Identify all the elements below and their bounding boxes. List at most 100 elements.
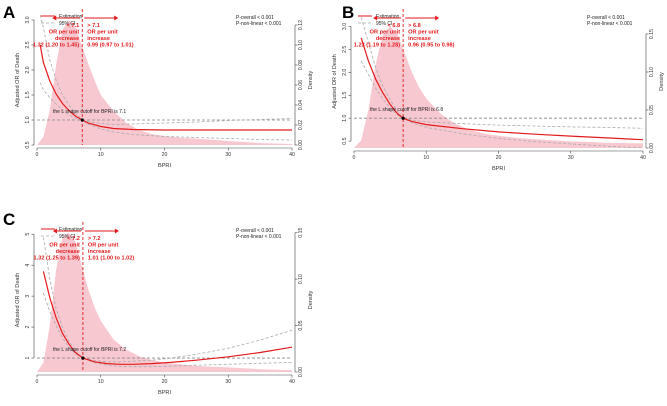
y-tick-label: 1.5 bbox=[342, 92, 348, 99]
left-or-text: 1.23 (1.19 to 1.28) bbox=[354, 43, 400, 49]
y2-tick-label: 0.06 bbox=[298, 80, 304, 90]
left-arrow-label: < 7.2 bbox=[67, 236, 80, 242]
y-tick-label: 5 bbox=[25, 233, 31, 236]
left-arrow-label: < 7.1 bbox=[67, 23, 80, 29]
legend-ci-label: 95% CI bbox=[59, 234, 75, 240]
y2-tick-label: 0.05 bbox=[649, 105, 655, 115]
right-or-text: 1.01 (1.00 to 1.02) bbox=[88, 256, 134, 262]
y-axis-label: Adjusted OR of Death bbox=[15, 273, 21, 327]
right-arrow-head bbox=[435, 15, 440, 21]
y2-tick-label: 0.00 bbox=[298, 140, 304, 150]
left-arrow-label: < 6.8 bbox=[388, 23, 401, 29]
right-desc-line1: OR per unit bbox=[87, 30, 118, 36]
p-nonlinear-text: P-non-linear < 0.001 bbox=[236, 234, 282, 240]
y-tick-label: 2.0 bbox=[342, 69, 348, 76]
cutoff-caption: the L shape cutoff for BPRI is 7.2 bbox=[53, 347, 126, 353]
y-tick-label: 0.5 bbox=[25, 141, 31, 148]
p-overall-text: P-overall < 0.001 bbox=[236, 228, 274, 234]
left-arrow-head bbox=[52, 15, 57, 21]
x-tick-label: 10 bbox=[423, 155, 429, 161]
right-arrow-label: > 6.8 bbox=[408, 23, 421, 29]
x-tick-label: 40 bbox=[640, 155, 646, 161]
right-arrow-head bbox=[114, 228, 119, 234]
right-desc-line1: OR per unit bbox=[408, 30, 439, 36]
x-tick-label: 0 bbox=[353, 155, 356, 161]
left-desc-line1: OR per unit bbox=[49, 30, 80, 36]
estimate-line bbox=[360, 37, 643, 141]
ci-lower-line bbox=[39, 82, 292, 141]
density-area bbox=[37, 232, 292, 372]
y2-tick-label: 0.00 bbox=[298, 367, 304, 377]
y-tick-label: 3.0 bbox=[25, 16, 31, 23]
y2-tick-label: 0.15 bbox=[298, 227, 304, 237]
y2-tick-label: 0.05 bbox=[298, 320, 304, 330]
y-tick-label: 1.5 bbox=[25, 91, 31, 98]
x-tick-label: 10 bbox=[98, 152, 104, 158]
legend-estimation-label: Estimation bbox=[59, 227, 83, 233]
legend-estimation-label: Estimation bbox=[376, 14, 400, 20]
x-tick-label: 10 bbox=[98, 379, 104, 385]
y2-axis-label: Density bbox=[308, 70, 314, 89]
p-nonlinear-text: P-non-linear < 0.001 bbox=[587, 21, 633, 27]
x-axis-label: BPRI bbox=[158, 390, 172, 396]
y-tick-label: 1 bbox=[25, 357, 31, 360]
cutoff-point bbox=[401, 116, 405, 120]
y-axis-label: Adjusted OR of Death bbox=[332, 54, 338, 108]
x-axis-label: BPRI bbox=[158, 163, 172, 169]
y-tick-label: 2 bbox=[25, 326, 31, 329]
plot-area bbox=[37, 15, 292, 145]
y2-tick-label: 0.10 bbox=[649, 67, 655, 77]
y-tick-label: 2.5 bbox=[25, 41, 31, 48]
left-or-text: 1.32 (1.25 to 1.39) bbox=[34, 256, 80, 262]
legend-ci-label: 95% CI bbox=[59, 21, 75, 27]
estimate-line bbox=[42, 271, 292, 365]
y2-tick-label: 0.10 bbox=[298, 274, 304, 284]
plot-area bbox=[354, 17, 643, 148]
panel-a: A 0 10 20 30 40 0.5 1.0 1.5 2.0 2.5 3.0 0.00 0.02 0.04… bbox=[3, 3, 314, 169]
cutoff-caption: the L shape cutoff for BPRI is 7.1 bbox=[53, 109, 126, 115]
right-or-text: 0.96 (0.95 to 0.98) bbox=[408, 43, 454, 49]
cutoff-caption: the L shape cutoff for BPRI is 6.8 bbox=[370, 107, 443, 113]
y2-tick-label: 0.08 bbox=[298, 60, 304, 70]
x-tick-label: 20 bbox=[496, 155, 502, 161]
y2-tick-label: 0.15 bbox=[649, 29, 655, 39]
p-overall-text: P-overall < 0.001 bbox=[236, 15, 274, 21]
x-tick-label: 0 bbox=[36, 152, 39, 158]
cutoff-point bbox=[81, 356, 85, 360]
right-desc-line1: OR per unit bbox=[88, 243, 119, 249]
y2-tick-label: 0.12 bbox=[298, 20, 304, 30]
y2-tick-label: 0.00 bbox=[649, 143, 655, 153]
left-or-text: 1.32 (1.20 to 1.45) bbox=[33, 43, 79, 49]
y-tick-label: 3 bbox=[25, 295, 31, 298]
panel-letter: B bbox=[342, 3, 354, 22]
y-tick-label: 0.5 bbox=[342, 137, 348, 144]
right-arrow-head bbox=[114, 15, 119, 21]
y2-axis-label: Density bbox=[659, 72, 665, 91]
ci-upper-line bbox=[360, 17, 643, 129]
x-tick-label: 20 bbox=[162, 152, 168, 158]
y-tick-label: 1.0 bbox=[342, 114, 348, 121]
density-area bbox=[354, 26, 643, 148]
panel-b: B 0 10 20 30 40 0.5 1.0 1.5 2.0 2.5 3.0 0.00 0.05 0.10… bbox=[332, 3, 665, 172]
left-desc-line2: decrease bbox=[376, 36, 400, 42]
y2-axis-label: Density bbox=[308, 290, 314, 309]
left-arrow-head bbox=[52, 228, 57, 234]
y-tick-label: 4 bbox=[25, 264, 31, 267]
y-tick-label: 2.5 bbox=[342, 46, 348, 53]
y2-tick-label: 0.04 bbox=[298, 100, 304, 110]
legend-ci-label: 95% CI bbox=[376, 21, 392, 27]
x-tick-label: 30 bbox=[225, 152, 231, 158]
left-desc-line2: decrease bbox=[55, 36, 79, 42]
y-tick-label: 3.0 bbox=[342, 23, 348, 30]
x-tick-label: 40 bbox=[289, 152, 295, 158]
cutoff-point bbox=[80, 118, 84, 122]
panel-letter: C bbox=[3, 210, 15, 229]
p-nonlinear-text: P-non-linear < 0.001 bbox=[236, 21, 282, 27]
legend-estimation-label: Estimation bbox=[59, 14, 83, 20]
y-tick-label: 2.0 bbox=[25, 66, 31, 73]
ci-upper-line bbox=[43, 237, 292, 363]
left-desc-line2: decrease bbox=[56, 249, 80, 255]
x-tick-label: 40 bbox=[289, 379, 295, 385]
x-axis-label: BPRI bbox=[492, 166, 506, 172]
